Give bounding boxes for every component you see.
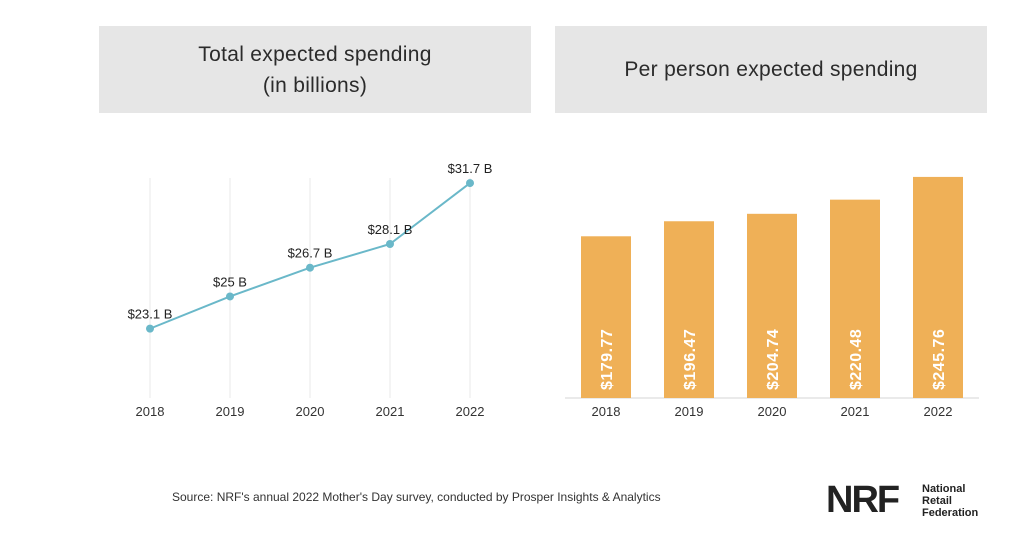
nrf-logo: NRF National Retail Federation [826, 478, 1006, 522]
line-x-tick-2022: 2022 [456, 404, 485, 419]
bar-x-tick-2019: 2019 [675, 404, 704, 419]
bar-x-tick-2020: 2020 [758, 404, 787, 419]
line-data-label-2021: $28.1 B [368, 222, 413, 237]
line-data-label-2018: $23.1 B [128, 307, 173, 322]
line-x-tick-2020: 2020 [296, 404, 325, 419]
line-chart-title-line-1: Total expected spending [198, 42, 432, 66]
bar-x-tick-2018: 2018 [592, 404, 621, 419]
bar-2020 [747, 213, 797, 398]
bar-data-label-2020: $204.74 [765, 329, 782, 390]
bar-2019 [664, 221, 714, 398]
bar-data-label-2021: $220.48 [848, 329, 865, 390]
line-x-tick-2018: 2018 [136, 404, 165, 419]
bar-x-tick-2021: 2021 [841, 404, 870, 419]
line-point-2022 [466, 179, 474, 188]
nrf-logo-line-1: National [922, 483, 966, 495]
bar-2021 [830, 199, 880, 398]
line-data-label-2019: $25 B [213, 274, 247, 289]
line-point-2021 [386, 240, 394, 248]
nrf-logo-line-2: Retail [922, 495, 952, 507]
bar-2022 [913, 176, 963, 398]
source-note: Source: NRF's annual 2022 Mother's Day s… [172, 490, 661, 504]
nrf-logo-mark: NRF [826, 479, 900, 521]
bar-data-label-2019: $196.47 [682, 329, 699, 390]
bar-chart-title: Per person expected spending [555, 26, 987, 113]
nrf-logo-line-3: Federation [922, 507, 979, 519]
bar-chart-title-text: Per person expected spending [624, 58, 918, 81]
line-point-2019 [226, 292, 234, 301]
line-chart-title-line-2: (in billions) [262, 73, 368, 97]
line-x-tick-2019: 2019 [216, 404, 245, 419]
bar-x-tick-2022: 2022 [924, 404, 953, 419]
bar-2018 [581, 236, 631, 398]
bar-data-label-2022: $245.76 [931, 329, 948, 390]
bar-data-label-2018: $179.77 [599, 329, 616, 390]
bar-chart: $179.77 2018 $196.47 2019 $204.74 2020 $220.48… [565, 176, 979, 419]
line-data-label-2020: $26.7 B [288, 246, 333, 261]
line-chart-title: Total expected spending (in billions) [99, 26, 531, 113]
line-chart: 2018 2019 2020 2021 2022 $23.1 B $25 B $26.7 B $… [128, 161, 493, 419]
nrf-logo-text: National Retail Federation [922, 483, 978, 519]
line-point-2018 [146, 324, 154, 333]
line-data-label-2022: $31.7 B [448, 161, 493, 176]
line-point-2020 [306, 263, 314, 272]
line-x-tick-2021: 2021 [376, 404, 405, 419]
